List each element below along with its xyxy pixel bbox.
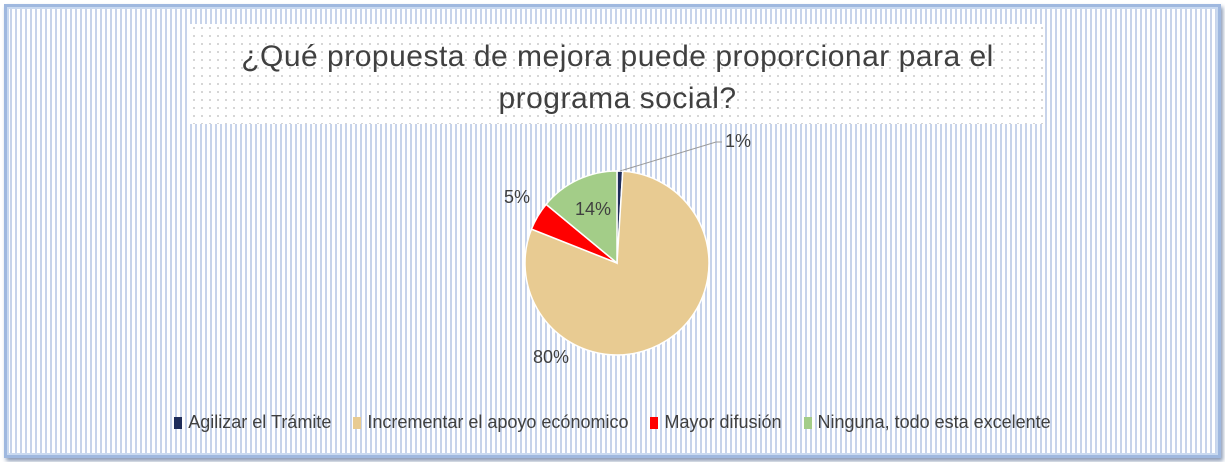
data-label: 1% — [725, 131, 751, 151]
leader-line — [619, 141, 722, 172]
data-label: 5% — [504, 187, 530, 207]
data-label: 80% — [533, 347, 569, 367]
legend-swatch — [353, 416, 362, 429]
legend-label: Agilizar el Trámite — [188, 412, 332, 432]
legend: Agilizar el Trámite Incrementar el apoyo … — [0, 412, 1225, 433]
legend-item: Mayor difusión — [650, 412, 782, 433]
legend-label: Incrementar el apoyo ecónomico — [367, 412, 629, 432]
legend-swatch — [174, 416, 183, 429]
legend-label: Ninguna, todo esta excelente — [817, 412, 1051, 432]
legend-swatch — [650, 416, 659, 429]
pie-slice — [545, 170, 618, 265]
legend-item: Agilizar el Trámite — [174, 412, 331, 433]
title-line: programa social? — [498, 82, 737, 115]
legend-swatch — [803, 416, 812, 429]
title-line: ¿Qué propuesta de mejora puede proporcio… — [241, 40, 994, 73]
legend-label: Mayor difusión — [664, 412, 782, 432]
legend-item: Ninguna, todo esta excelente — [803, 412, 1051, 433]
chart-title: ¿Qué propuesta de mejora puede proporcio… — [190, 24, 1045, 124]
data-label: 14% — [575, 199, 611, 219]
legend-item: Incrementar el apoyo ecónomico — [353, 412, 628, 433]
